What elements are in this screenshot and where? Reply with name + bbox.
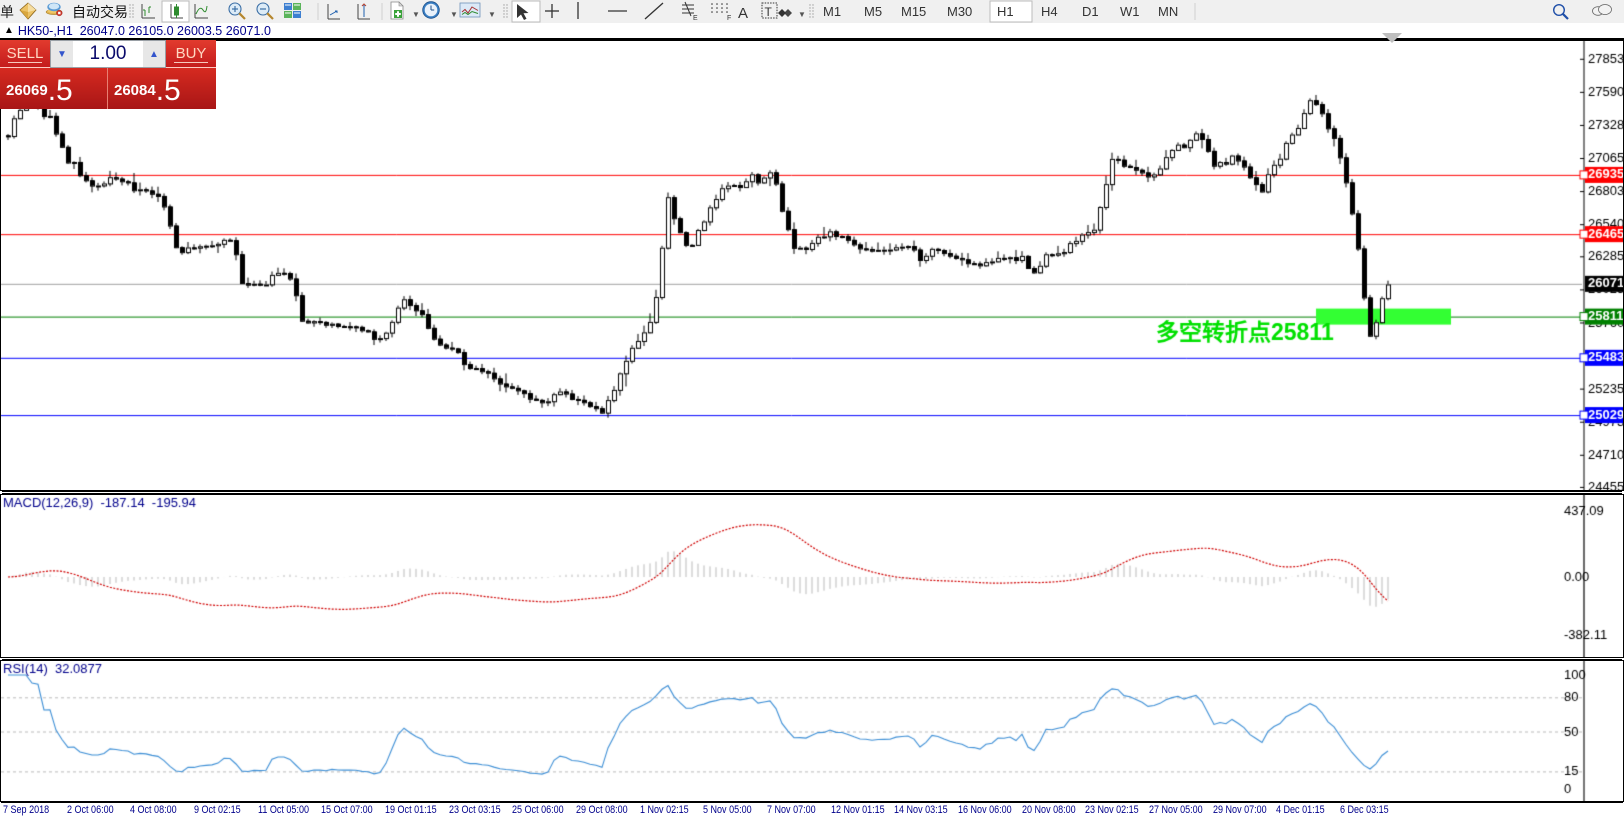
svg-text:F: F xyxy=(727,15,731,22)
svg-text:单: 单 xyxy=(0,4,14,20)
svg-text:M30: M30 xyxy=(947,4,972,19)
svg-text:H1: H1 xyxy=(997,4,1014,19)
svg-text:M1: M1 xyxy=(823,4,841,19)
svg-text:MN: MN xyxy=(1158,4,1178,19)
svg-text:▼: ▼ xyxy=(412,10,420,19)
svg-text:T: T xyxy=(765,5,773,19)
svg-text:W1: W1 xyxy=(1120,4,1140,19)
svg-text:D1: D1 xyxy=(1082,4,1099,19)
svg-text:▼: ▼ xyxy=(798,10,806,19)
svg-text:E: E xyxy=(693,15,698,22)
svg-text:H4: H4 xyxy=(1041,4,1058,19)
svg-text:M5: M5 xyxy=(864,4,882,19)
svg-text:A: A xyxy=(738,5,748,22)
svg-text:自动交易: 自动交易 xyxy=(72,4,128,20)
svg-text:▼: ▼ xyxy=(450,10,458,19)
svg-text:▼: ▼ xyxy=(488,10,496,19)
svg-text:M15: M15 xyxy=(901,4,926,19)
